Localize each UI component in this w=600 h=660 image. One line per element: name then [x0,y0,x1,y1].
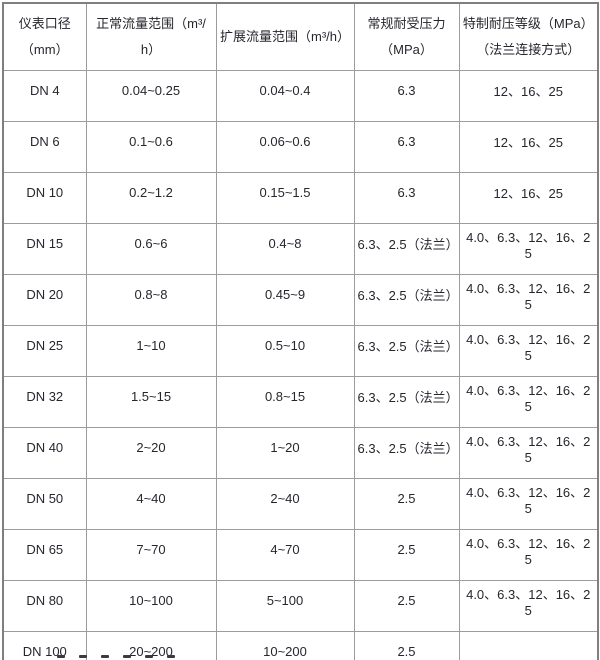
table-cell: 1~20 [215,427,355,479]
table-cell: 0.06~0.6 [215,121,355,173]
table-row: DN 40 2~20 1~20 6.3、2.5（法兰） 4.0、6.3、12、16、25 [2,427,599,479]
table-cell [458,631,599,660]
clipped-glyph-top [123,655,131,658]
table-cell: DN 80 [2,580,87,632]
table-cell: DN 4 [2,70,87,122]
header-cell-special-pressure: 特制耐压等级（MPa）（法兰连接方式） [458,2,599,71]
clipped-next-line-fragment [57,655,175,659]
table-cell: DN 20 [2,274,87,326]
table-row: DN 50 4~40 2~40 2.5 4.0、6.3、12、16、25 [2,478,599,530]
table-cell: 0.45~9 [215,274,355,326]
table-cell: 4.0、6.3、12、16、25 [458,427,599,479]
table-cell: DN 40 [2,427,87,479]
table-cell: DN 65 [2,529,87,581]
table-row: DN 10 0.2~1.2 0.15~1.5 6.3 12、16、25 [2,172,599,224]
table-cell: 0.5~10 [215,325,355,377]
table-cell: 6.3 [353,121,460,173]
table-cell: DN 15 [2,223,87,275]
table-cell: 0.4~8 [215,223,355,275]
table-cell: 6.3、2.5（法兰） [353,376,460,428]
table-cell: 5~100 [215,580,355,632]
clipped-glyph-top [101,655,109,658]
table-cell: 4.0、6.3、12、16、25 [458,529,599,581]
table-cell: 7~70 [85,529,217,581]
table-row: DN 15 0.6~6 0.4~8 6.3、2.5（法兰） 4.0、6.3、12、16、… [2,223,599,275]
table-cell: 6.3、2.5（法兰） [353,325,460,377]
table-cell: 12、16、25 [458,121,599,173]
table-header-row: 仪表口径（mm） 正常流量范围（m³/h） 扩展流量范围（m³/h） 常规耐受压… [2,2,599,71]
clipped-glyph-top [79,655,87,658]
table-cell: 4.0、6.3、12、16、25 [458,325,599,377]
table-cell: 2.5 [353,529,460,581]
table-cell: 12、16、25 [458,172,599,224]
table-cell: 0.04~0.4 [215,70,355,122]
table-header: 仪表口径（mm） 正常流量范围（m³/h） 扩展流量范围（m³/h） 常规耐受压… [2,2,599,71]
table-cell: 4.0、6.3、12、16、25 [458,376,599,428]
table-cell: DN 25 [2,325,87,377]
table-row: DN 25 1~10 0.5~10 6.3、2.5（法兰） 4.0、6.3、12、16、… [2,325,599,377]
table-cell: DN 10 [2,172,87,224]
table-row: DN 80 10~100 5~100 2.5 4.0、6.3、12、16、25 [2,580,599,632]
table-body: DN 4 0.04~0.25 0.04~0.4 6.3 12、16、25 DN 6 0.1~… [2,70,599,660]
table-cell: 2~40 [215,478,355,530]
table-cell: 6.3、2.5（法兰） [353,223,460,275]
table-row: DN 32 1.5~15 0.8~15 6.3、2.5（法兰） 4.0、6.3、12、1… [2,376,599,428]
table-cell: 0.6~6 [85,223,217,275]
table-cell: 2.5 [353,580,460,632]
header-cell-extended-flow: 扩展流量范围（m³/h） [215,2,355,71]
table-cell: 4.0、6.3、12、16、25 [458,580,599,632]
table-cell: 0.04~0.25 [85,70,217,122]
table-row: DN 20 0.8~8 0.45~9 6.3、2.5（法兰） 4.0、6.3、12、16… [2,274,599,326]
table-row: DN 6 0.1~0.6 0.06~0.6 6.3 12、16、25 [2,121,599,173]
table-cell: 4~70 [215,529,355,581]
table-row: DN 4 0.04~0.25 0.04~0.4 6.3 12、16、25 [2,70,599,122]
header-cell-normal-pressure: 常规耐受压力（MPa） [353,2,460,71]
table-cell: 4.0、6.3、12、16、25 [458,223,599,275]
clipped-glyph-top [57,655,65,658]
table-cell: 2.5 [353,631,460,660]
table-cell: 1~10 [85,325,217,377]
table-cell: 0.1~0.6 [85,121,217,173]
table-cell: 4.0、6.3、12、16、25 [458,274,599,326]
table-cell: DN 50 [2,478,87,530]
table-cell: 10~100 [85,580,217,632]
table-row: DN 65 7~70 4~70 2.5 4.0、6.3、12、16、25 [2,529,599,581]
table-cell: 0.2~1.2 [85,172,217,224]
table-cell: 6.3、2.5（法兰） [353,427,460,479]
table-cell: 12、16、25 [458,70,599,122]
table-cell: DN 6 [2,121,87,173]
clipped-glyph-top [145,655,153,658]
table-cell: 0.8~15 [215,376,355,428]
table-cell: 10~200 [215,631,355,660]
header-cell-normal-flow: 正常流量范围（m³/h） [85,2,217,71]
clipped-glyph-top [167,655,175,658]
table-cell: DN 100 [2,631,87,660]
table-cell: 0.15~1.5 [215,172,355,224]
table-cell: 6.3、2.5（法兰） [353,274,460,326]
table-cell: 1.5~15 [85,376,217,428]
table-cell: 4~40 [85,478,217,530]
table-cell: DN 32 [2,376,87,428]
table-cell: 6.3 [353,70,460,122]
table-cell: 0.8~8 [85,274,217,326]
table-cell: 4.0、6.3、12、16、25 [458,478,599,530]
table-cell: 2.5 [353,478,460,530]
table-cell: 2~20 [85,427,217,479]
header-cell-diameter: 仪表口径（mm） [2,2,87,71]
table-cell: 6.3 [353,172,460,224]
